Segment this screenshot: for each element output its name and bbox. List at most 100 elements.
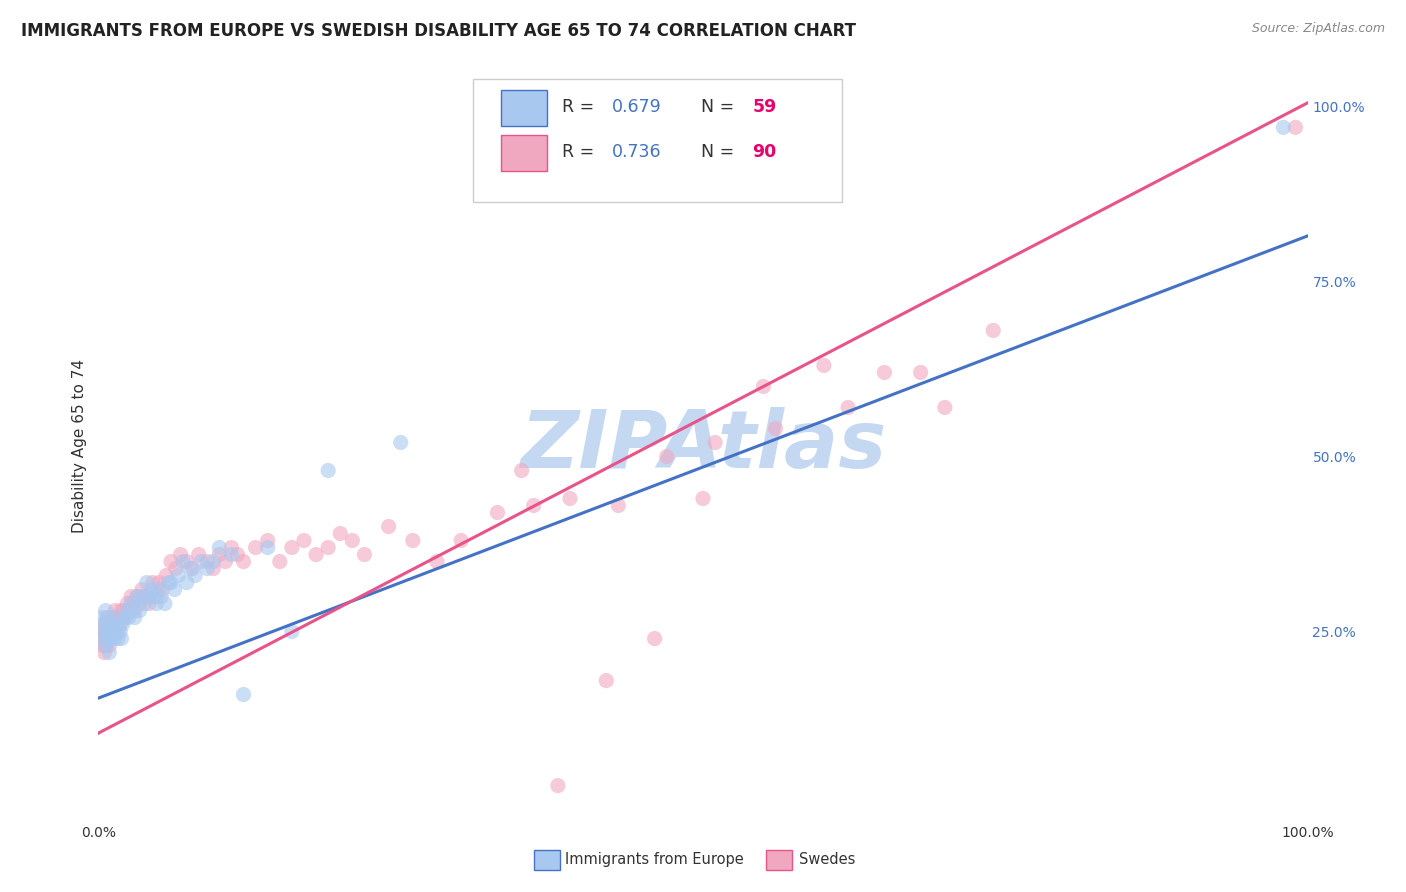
- Text: N =: N =: [700, 98, 740, 116]
- Point: [112, 603, 135, 617]
- Point: [187, 548, 209, 562]
- Text: 0.736: 0.736: [613, 144, 662, 161]
- Point: [93, 624, 115, 639]
- Point: [245, 541, 267, 555]
- Point: [97, 624, 120, 639]
- Point: [202, 555, 225, 569]
- Point: [195, 555, 218, 569]
- Point: [108, 624, 131, 639]
- Point: [195, 561, 218, 575]
- Point: [96, 632, 118, 646]
- Point: [100, 624, 122, 639]
- Y-axis label: Disability Age 65 to 74: Disability Age 65 to 74: [72, 359, 87, 533]
- Point: [111, 610, 134, 624]
- Point: [117, 597, 139, 611]
- Point: [90, 610, 112, 624]
- Point: [353, 548, 375, 562]
- Point: [232, 688, 254, 702]
- Point: [93, 646, 115, 660]
- Point: [342, 533, 364, 548]
- Point: [389, 435, 412, 450]
- Point: [98, 617, 121, 632]
- Point: [981, 323, 1004, 337]
- Point: [176, 575, 198, 590]
- Point: [97, 632, 120, 646]
- Point: [179, 561, 201, 575]
- Point: [148, 582, 170, 597]
- Point: [128, 603, 150, 617]
- Point: [101, 610, 124, 624]
- Point: [124, 603, 146, 617]
- Point: [1284, 120, 1306, 135]
- Point: [160, 575, 183, 590]
- Point: [202, 561, 225, 575]
- Text: 90: 90: [752, 144, 778, 161]
- Point: [910, 366, 932, 380]
- Point: [232, 555, 254, 569]
- Point: [165, 561, 187, 575]
- Point: [256, 541, 278, 555]
- Point: [765, 421, 787, 435]
- Point: [135, 575, 157, 590]
- Point: [292, 533, 315, 548]
- Point: [142, 575, 165, 590]
- Point: [96, 624, 118, 639]
- Point: [131, 582, 153, 597]
- Point: [117, 603, 139, 617]
- Point: [105, 624, 128, 639]
- Point: [316, 541, 339, 555]
- Point: [131, 590, 153, 604]
- Text: IMMIGRANTS FROM EUROPE VS SWEDISH DISABILITY AGE 65 TO 74 CORRELATION CHART: IMMIGRANTS FROM EUROPE VS SWEDISH DISABI…: [21, 22, 856, 40]
- Point: [97, 610, 120, 624]
- Point: [221, 541, 243, 555]
- Point: [103, 632, 125, 646]
- Text: 59: 59: [752, 98, 778, 116]
- Point: [96, 617, 118, 632]
- Point: [655, 450, 678, 464]
- Point: [426, 555, 449, 569]
- Text: Source: ZipAtlas.com: Source: ZipAtlas.com: [1251, 22, 1385, 36]
- Point: [134, 597, 156, 611]
- Point: [127, 590, 149, 604]
- Text: R =: R =: [561, 98, 599, 116]
- Point: [256, 533, 278, 548]
- FancyBboxPatch shape: [474, 78, 842, 202]
- Point: [510, 463, 533, 477]
- Text: Immigrants from Europe: Immigrants from Europe: [565, 853, 744, 867]
- Point: [91, 617, 114, 632]
- Point: [153, 597, 176, 611]
- Point: [94, 639, 117, 653]
- Point: [226, 548, 249, 562]
- Point: [105, 617, 128, 632]
- Point: [163, 582, 186, 597]
- Point: [108, 610, 131, 624]
- Point: [100, 624, 122, 639]
- Point: [108, 617, 131, 632]
- Point: [184, 568, 207, 582]
- Point: [101, 617, 124, 632]
- Point: [98, 646, 121, 660]
- FancyBboxPatch shape: [501, 90, 547, 126]
- Point: [100, 632, 122, 646]
- Point: [547, 779, 569, 793]
- Point: [138, 597, 160, 611]
- Point: [595, 673, 617, 688]
- Point: [104, 610, 127, 624]
- Point: [167, 568, 190, 582]
- Point: [190, 555, 212, 569]
- Point: [145, 597, 167, 611]
- Point: [523, 499, 546, 513]
- Text: ZIPAtlas: ZIPAtlas: [520, 407, 886, 485]
- Point: [329, 526, 352, 541]
- Point: [104, 603, 127, 617]
- Point: [94, 624, 117, 639]
- Point: [120, 597, 142, 611]
- Point: [145, 590, 167, 604]
- Point: [172, 555, 194, 569]
- Point: [692, 491, 714, 506]
- Point: [124, 610, 146, 624]
- Point: [108, 617, 131, 632]
- Point: [96, 610, 118, 624]
- Point: [813, 359, 835, 373]
- Point: [120, 590, 142, 604]
